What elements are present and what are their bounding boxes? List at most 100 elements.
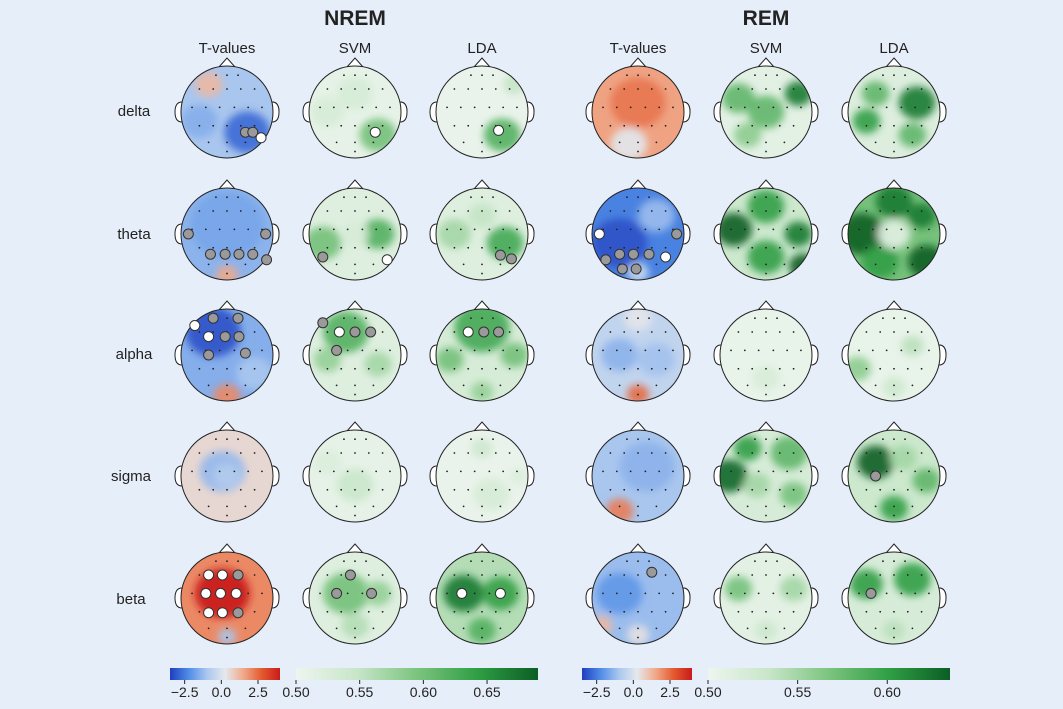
electrode-dot: [343, 196, 345, 199]
electrode-dot: [637, 124, 639, 127]
heat-blob: [486, 226, 524, 260]
electrode-dot: [609, 210, 612, 212]
heat-blob: [779, 576, 808, 602]
electrode-dot: [893, 210, 895, 212]
electrode-dot: [765, 636, 767, 639]
electrode-dot: [911, 505, 914, 508]
electrode-dot: [207, 263, 210, 266]
electrode-dot: [644, 470, 647, 473]
electrode-dot: [481, 627, 483, 630]
electrode-dot: [650, 331, 653, 333]
electrode-dot: [743, 106, 746, 109]
electrode-dot: [893, 141, 895, 144]
electrode-dot: [893, 627, 895, 630]
electrode-dot: [637, 505, 639, 508]
electrode-dot: [664, 246, 667, 249]
right-ear-outline: [682, 587, 691, 609]
electrode-dot: [326, 488, 329, 491]
electrode-dot: [244, 384, 247, 387]
electrode-dot: [261, 349, 263, 352]
left-ear: [429, 587, 438, 609]
electrode-dot: [239, 124, 242, 127]
electrode-dot: [800, 106, 802, 109]
electrode-dot: [453, 88, 456, 90]
left-ear: [713, 344, 722, 366]
electrode-dot: [778, 367, 781, 370]
electrode-dot: [459, 106, 462, 109]
electrode-dot: [893, 384, 895, 387]
electrode-dot: [335, 384, 338, 387]
heat-field: [720, 430, 812, 522]
electrode-dot: [928, 592, 930, 595]
electrode-dot: [893, 74, 895, 77]
electrode-dot: [381, 574, 384, 576]
electrode-dot: [664, 452, 667, 454]
electrode-dot: [914, 106, 917, 109]
heat-blob: [322, 311, 369, 353]
heat-field: [436, 309, 528, 401]
left-ear: [174, 587, 183, 609]
electrode-dot: [218, 228, 221, 231]
electrode-dot: [746, 384, 749, 387]
heat-blob: [500, 342, 528, 368]
heat-blob: [322, 572, 369, 615]
electrode-dot: [198, 610, 201, 613]
heat-blob: [880, 495, 908, 521]
trend-electrode-marker: [331, 344, 343, 356]
right-ear-outline: [526, 465, 535, 487]
topomap-rem-alpha-lda: [841, 300, 947, 402]
electrode-dot: [637, 514, 639, 517]
electrode-dot: [615, 349, 618, 352]
electrode-dot: [776, 560, 778, 563]
electrode-dot: [226, 367, 228, 370]
right-ear-outline: [526, 101, 535, 123]
electrode-dot: [361, 106, 364, 109]
electrode-dot: [488, 106, 491, 109]
electrode-dot: [776, 196, 778, 199]
topomap-nrem-beta-tvalues: [174, 543, 280, 645]
heat-blob: [898, 122, 927, 148]
electrode-dot: [244, 505, 247, 508]
electrode-dot: [792, 452, 795, 454]
electrode-dot: [508, 610, 511, 613]
electrode-dot: [253, 610, 256, 613]
electrode-dot: [664, 574, 667, 576]
electrode-dot: [743, 592, 746, 595]
row-label-alpha: alpha: [116, 346, 153, 363]
electrode-dot: [879, 574, 882, 576]
electrode-dot: [786, 106, 789, 109]
electrode-dot: [326, 124, 329, 127]
electrode-dot: [623, 210, 626, 212]
electrode-dot: [470, 317, 472, 320]
head-outline: [719, 308, 813, 402]
electrode-dot: [765, 560, 767, 563]
electrode-dot: [904, 74, 906, 77]
electrode-dot: [765, 246, 767, 249]
heat-blob: [747, 189, 785, 223]
col-header-rem-lda: LDA: [879, 40, 908, 57]
electrode-dot: [340, 574, 343, 576]
electrode-dot: [508, 488, 511, 491]
electrode-dot: [786, 228, 789, 231]
electrode-dot: [381, 610, 384, 613]
electrode-dot: [609, 574, 612, 576]
electrode-dot: [218, 106, 221, 109]
left-ear: [429, 223, 438, 245]
heat-blob: [724, 576, 753, 602]
electrode-dot: [778, 574, 781, 576]
right-ear-outline: [526, 587, 535, 609]
colorbar-gradient: [296, 668, 538, 680]
nose: [629, 57, 647, 68]
electrode-dot: [365, 317, 367, 320]
topomap-rem-sigma-tvalues: [585, 421, 691, 523]
electrode-dot: [765, 272, 767, 275]
nose: [885, 300, 903, 311]
heat-blob: [754, 620, 778, 641]
significant-electrode-marker: [381, 254, 393, 266]
electrode-dot: [212, 367, 215, 370]
electrode-dot: [602, 106, 604, 109]
electrode-dot: [893, 88, 895, 90]
left-ear: [302, 465, 311, 487]
electrode-dot: [920, 124, 923, 127]
electrode-dot: [904, 438, 906, 441]
